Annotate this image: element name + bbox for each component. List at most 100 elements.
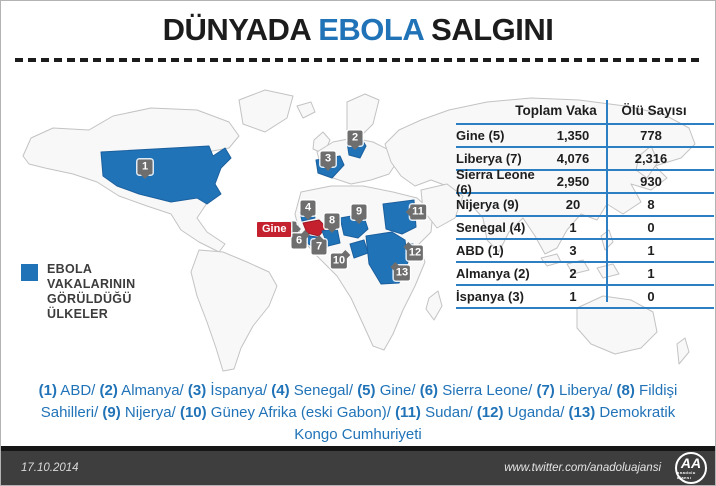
table-header-row: Toplam Vaka Ölü Sayısı (456, 97, 714, 125)
country-usa (100, 145, 232, 205)
legend-color-swatch (21, 264, 38, 281)
island-greenland (238, 89, 294, 133)
island-new-zealand (676, 337, 690, 365)
country-index-name: Uganda/ (503, 404, 569, 421)
table-cell-deaths: 930 (640, 174, 662, 189)
island-madagascar (425, 290, 443, 321)
table-cell-country: İspanya (3) (456, 289, 524, 304)
table-cell-cases: 20 (565, 197, 581, 212)
country-index-number: (5) (357, 382, 376, 399)
country-index-name: Gine/ (375, 382, 420, 399)
country-index-name: Fildişi Sahilleri/ (40, 382, 678, 421)
guinea-callout-label: Gine (257, 222, 292, 237)
table-row: Sierra Leone (6) 2,950 930 (456, 167, 714, 197)
table-row: ABD (1) 3 1 (456, 240, 714, 263)
map-marker-6: 6 (291, 233, 307, 249)
continent-south-america (190, 249, 278, 372)
table-row: Gine (5) 1,350 778 (456, 125, 714, 148)
table-cell-cases: 1,350 (556, 128, 590, 143)
table-column-divider (606, 100, 608, 302)
country-index-number: (11) (395, 404, 421, 421)
country-index-number: (9) (102, 404, 121, 421)
table-cell-deaths: 2,316 (634, 151, 668, 166)
map-marker-10: 10 (330, 253, 348, 269)
country-index-name: İspanya/ (206, 382, 272, 399)
stats-table: Toplam Vaka Ölü Sayısı Gine (5) 1,350 77… (456, 97, 714, 309)
page-title: DÜNYADA EBOLA SALGINI (1, 12, 715, 48)
map-marker-9: 9 (351, 204, 367, 220)
footer-bar: 17.10.2014 www.twitter.com/anadoluajansi… (1, 446, 715, 485)
title-suffix: SALGINI (423, 12, 554, 47)
table-row: Almanya (2) 2 1 (456, 263, 714, 286)
table-header-cases: Toplam Vaka (515, 102, 597, 118)
country-index-name: Sudan/ (420, 404, 477, 421)
table-row: Senegal (4) 1 0 (456, 217, 714, 240)
world-map-svg (22, 89, 696, 372)
table-header-deaths: Ölü Sayısı (621, 102, 687, 118)
country-index-name: Güney Afrika (eski Gabon)/ (206, 404, 396, 421)
table-cell-country: ABD (1) (456, 243, 504, 258)
country-index-number: (7) (536, 382, 555, 399)
map-marker-2: 2 (347, 130, 363, 146)
island-iceland (296, 101, 316, 119)
country-index-number: (1) (38, 382, 57, 399)
country-index-number: (10) (179, 404, 207, 421)
anadolu-agency-logo-icon: AA anadolu ajansı (675, 452, 707, 484)
table-cell-cases: 2,950 (556, 174, 590, 189)
table-cell-country: Nijerya (9) (456, 197, 519, 212)
map-marker-8: 8 (324, 213, 340, 229)
title-prefix: DÜNYADA (162, 12, 319, 47)
table-cell-country: Gine (5) (456, 128, 505, 143)
logo-caption: anadolu ajansı (677, 469, 696, 480)
map-marker-7: 7 (311, 239, 327, 255)
table-cell-cases: 4,076 (556, 151, 590, 166)
table-cell-cases: 3 (569, 243, 577, 258)
country-index-name: Almanya/ (117, 382, 188, 399)
title-highlight: EBOLA (318, 12, 424, 47)
table-cell-deaths: 0 (647, 220, 655, 235)
map-marker-11: 11 (410, 204, 426, 220)
map-legend: EBOLA VAKALARININ GÖRÜLDÜĞÜ ÜLKELER (21, 262, 135, 322)
country-index-number: (3) (187, 382, 207, 399)
map-marker-13: 13 (393, 265, 411, 281)
country-index-name: Liberya/ (554, 382, 617, 399)
table-cell-country: Liberya (7) (456, 151, 522, 166)
table-row: Nijerya (9) 20 8 (456, 194, 714, 217)
table-cell-deaths: 8 (647, 197, 655, 212)
map-marker-12: 12 (406, 245, 424, 261)
country-index-name: Demokratik Kongo Cumhuriyeti (294, 404, 676, 443)
country-index-list: (1) ABD/ (2) Almanya/ (3) İspanya/ (4) S… (22, 380, 694, 446)
table-cell-cases: 2 (569, 266, 577, 281)
country-index-number: (6) (419, 382, 439, 399)
map-marker-3: 3 (320, 151, 336, 167)
title-dashed-divider (15, 58, 701, 62)
legend-label: EBOLA VAKALARININ GÖRÜLDÜĞÜ ÜLKELER (47, 262, 136, 321)
table-cell-country: Senegal (4) (456, 220, 526, 235)
table-cell-country: Sierra Leone (6) (456, 166, 535, 197)
country-index-name: ABD/ (56, 382, 100, 399)
country-index-number: (4) (271, 382, 290, 399)
continent-australia (576, 295, 658, 355)
country-index-number: (8) (616, 382, 635, 399)
table-cell-deaths: 1 (647, 266, 655, 281)
table-cell-deaths: 1 (647, 243, 655, 258)
map-marker-4: 4 (300, 200, 316, 216)
footer-date: 17.10.2014 (21, 462, 79, 474)
footer-twitter-handle: www.twitter.com/anadoluajansi (504, 462, 661, 474)
country-index-number: (2) (99, 382, 118, 399)
world-map: 12345678910111213 Gine EBOLA VAKALARININ… (1, 86, 715, 376)
country-index-number: (12) (476, 404, 504, 421)
country-index-name: Senegal/ (289, 382, 358, 399)
table-row: İspanya (3) 1 0 (456, 286, 714, 309)
table-cell-cases: 1 (569, 289, 577, 304)
region-scandinavia (346, 93, 380, 139)
country-index-name: Sierra Leone/ (438, 382, 537, 399)
map-marker-1: 1 (137, 159, 153, 175)
table-cell-country: Almanya (2) (456, 266, 530, 281)
table-cell-cases: 1 (569, 220, 577, 235)
country-index-number: (13) (568, 404, 596, 421)
logo-letters: AA (680, 454, 702, 471)
table-cell-deaths: 0 (647, 289, 655, 304)
table-row: Liberya (7) 4,076 2,316 (456, 148, 714, 171)
